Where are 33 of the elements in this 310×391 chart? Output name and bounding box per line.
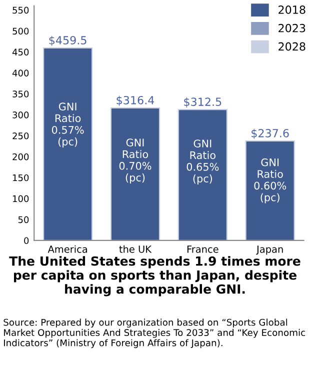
y-tick-label: 100 (13, 195, 29, 202)
legend-label: 2023 (278, 24, 306, 32)
x-tick-label: the UK (119, 245, 152, 253)
x-tick-label: Japan (256, 246, 283, 255)
text: The United States spends 1.9 times more per capita on sports than Japan, despite having a comparable GNI. (9, 256, 300, 296)
legend-label: 2028 (278, 42, 306, 51)
annotation: GNI Ratio 0.60% (pc) (254, 158, 286, 204)
source-note: Source: Prepared by our organization based on “Sports Global Market Opportunities And Strategies To 2033” and “Key Economic Indicators” (Ministry of Foreign Affairs of Japan). (4, 318, 306, 348)
y-tick-label: 500 (12, 28, 29, 35)
y-tick-label: 300 (12, 112, 29, 118)
data-label: $459.5 (49, 36, 86, 46)
y-tick-label: 350 (12, 90, 29, 98)
annotation: GNI Ratio 0.65% (pc) (186, 140, 219, 184)
bar (42, 47, 93, 240)
bar (110, 107, 160, 240)
y-tick-label: 550 (12, 6, 29, 14)
x-tick-label: France (187, 246, 218, 253)
y-tick-label: 200 (12, 153, 29, 160)
data-label: $316.4 (116, 96, 154, 106)
y-tick-label: 0 (24, 237, 29, 244)
x-tick-label: America (48, 245, 87, 253)
y-tick-label: 50 (18, 216, 29, 224)
data-label: $237.6 (252, 128, 289, 139)
annotation: GNI Ratio 0.70% (pc) (119, 138, 152, 184)
bar (178, 108, 228, 240)
legend-label: 2018 (278, 6, 306, 14)
annotation: GNI Ratio 0.57% (pc) (52, 102, 84, 148)
y-tick-label: 250 (12, 132, 29, 140)
y-tick-label: 150 (13, 174, 29, 182)
data-label: $312.5 (184, 97, 222, 108)
bar (245, 140, 295, 240)
y-tick-label: 400 (12, 70, 29, 76)
y-tick-label: 450 (12, 48, 29, 56)
